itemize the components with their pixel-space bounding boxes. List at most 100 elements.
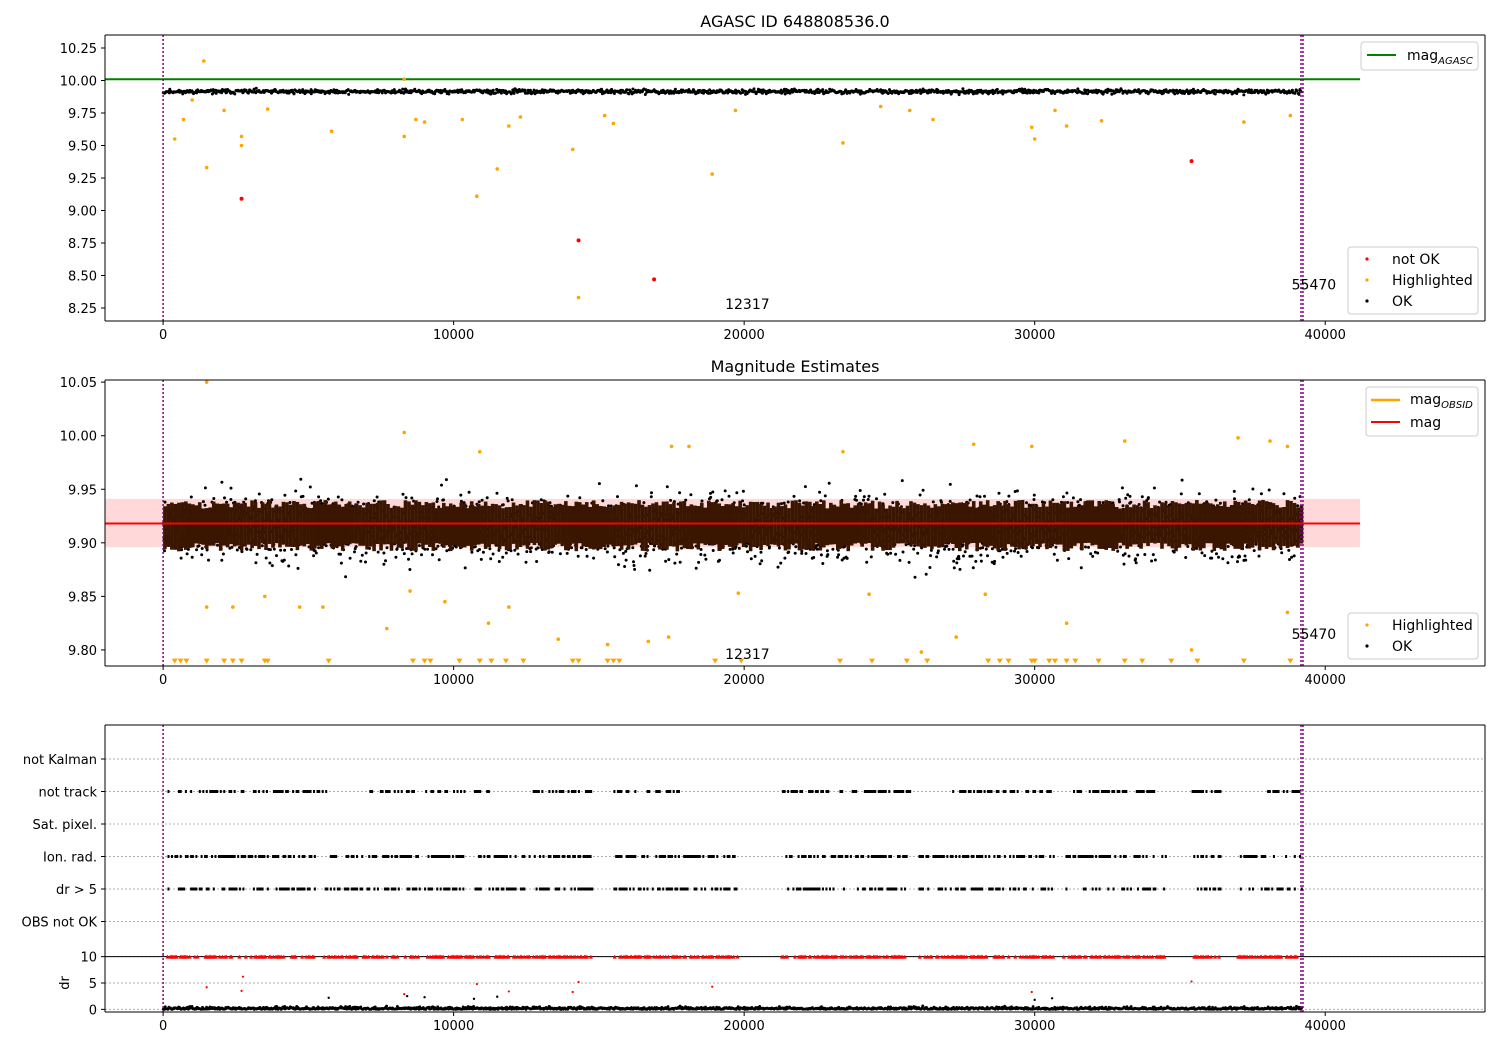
ok-point [1179, 492, 1183, 496]
flag-marker [448, 855, 451, 858]
ok-point [759, 550, 763, 554]
flag-marker [399, 855, 402, 858]
out-of-range-marker [1046, 658, 1053, 664]
flag-marker [191, 855, 194, 858]
flag-marker [479, 855, 482, 858]
ok-point [783, 92, 787, 96]
flag-marker [690, 855, 693, 858]
flag-marker [551, 790, 554, 793]
ok-point [287, 564, 291, 568]
ok-point [634, 484, 638, 488]
ok-point [212, 497, 216, 500]
obsid-mag-bar [790, 500, 795, 545]
flag-marker [240, 790, 243, 793]
ok-point [512, 91, 516, 95]
ok-point [526, 88, 530, 92]
flag-marker [204, 855, 207, 858]
flag-marker [278, 790, 281, 793]
ok-point [525, 550, 529, 554]
ok-point [883, 492, 887, 496]
obsid-mag-bar [1174, 502, 1178, 552]
flag-marker [554, 855, 557, 858]
obsid-mag-bar [996, 501, 1000, 551]
flag-marker [388, 790, 391, 793]
out-of-range-marker [1031, 658, 1038, 664]
ok-point [837, 553, 841, 557]
out-of-range-marker [183, 658, 190, 664]
flag-marker [406, 855, 409, 858]
x-tick-label: 0 [159, 328, 167, 343]
obsid-mag-bar [313, 502, 317, 549]
obsid-mag-bar [1097, 500, 1102, 549]
highlighted-point [919, 650, 924, 654]
ok-point [678, 560, 682, 564]
ok-point [312, 554, 316, 558]
flag-marker [1202, 790, 1205, 793]
ok-point [993, 559, 997, 563]
ok-point [963, 550, 967, 554]
ok-point [794, 545, 798, 549]
ok-point [632, 564, 636, 567]
ok-point [1121, 504, 1125, 508]
obsid-mag-bar [916, 504, 920, 547]
flag-marker [1016, 790, 1019, 793]
x-tick-label: 10000 [433, 673, 474, 688]
out-of-range-marker [924, 658, 931, 664]
ok-point [445, 549, 449, 553]
flag-marker [287, 855, 290, 858]
flag-marker [863, 790, 866, 793]
flag-marker [532, 790, 535, 793]
ok-point [926, 91, 930, 95]
obsid-mag-bar [550, 506, 554, 549]
obsid-mag-bar [529, 506, 533, 544]
ok-point [1060, 500, 1063, 504]
ok-point [401, 87, 405, 91]
ok-point [201, 500, 205, 504]
ok-point [200, 553, 204, 557]
ok-point [1293, 91, 1297, 95]
flag-marker [620, 855, 623, 858]
obsid-mag-bar [525, 500, 530, 549]
highlighted-point [190, 98, 194, 102]
flag-marker [451, 855, 454, 858]
ok-point [746, 550, 749, 554]
flag-marker [1147, 790, 1150, 793]
panel-magnitude-legend-lines: magOBSID mag [1365, 386, 1479, 437]
ok-point [875, 497, 878, 501]
ok-point [190, 555, 194, 559]
flag-marker [1149, 790, 1152, 793]
obsid-mag-bar [173, 503, 178, 550]
ok-point [1200, 551, 1204, 555]
flag-marker [969, 790, 972, 793]
obsid-mag-bar [891, 506, 896, 548]
flag-marker [978, 790, 981, 793]
highlighted-point [507, 124, 511, 128]
ok-point [242, 500, 246, 504]
highlighted-point [408, 589, 412, 593]
flag-marker [477, 790, 480, 793]
flag-marker [285, 790, 288, 793]
flag-marker [457, 855, 460, 858]
ok-point [195, 91, 199, 95]
ok-point [523, 88, 527, 92]
flag-marker [403, 855, 406, 858]
ok-point [491, 552, 495, 556]
flag-marker [788, 855, 791, 858]
ok-point [1076, 87, 1080, 91]
ok-point [536, 546, 540, 550]
flag-marker [177, 790, 180, 793]
flag-marker [552, 855, 555, 858]
flag-marker [539, 855, 542, 858]
ok-point [1120, 486, 1124, 490]
flag-marker [967, 790, 970, 793]
flag-marker [566, 855, 569, 858]
x-tick-label: 40000 [1305, 328, 1346, 343]
obsid-mag-bar [612, 505, 617, 547]
flag-marker [1011, 790, 1014, 793]
flag-marker [781, 790, 784, 793]
highlighted-point [710, 172, 714, 176]
ok-point [928, 566, 932, 569]
flag-marker [212, 790, 215, 793]
ok-point [728, 547, 732, 551]
obsid-mag-bar [1198, 503, 1203, 551]
